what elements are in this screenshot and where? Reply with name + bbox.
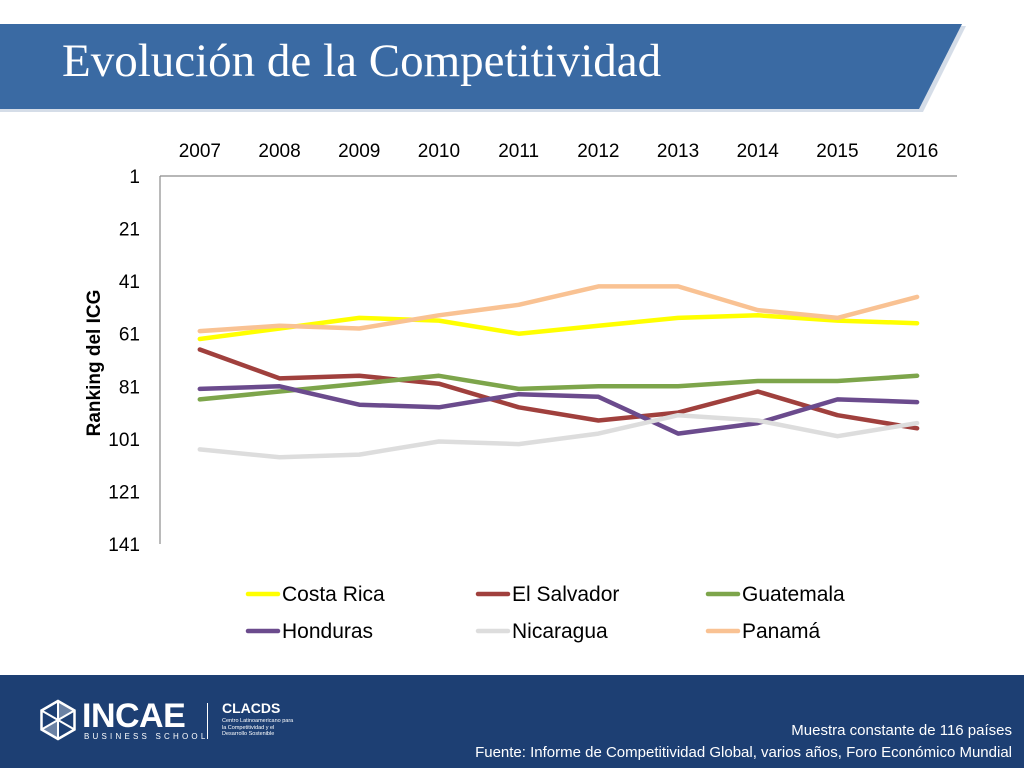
series-line-costa-rica xyxy=(197,313,920,342)
x-tick-label: 2009 xyxy=(338,141,380,162)
legend-label: Nicaragua xyxy=(512,620,608,643)
y-tick-label: 141 xyxy=(108,535,140,556)
logo-divider xyxy=(207,703,208,739)
clacds-logo-text: CLACDS xyxy=(222,700,281,716)
x-tick-label: 2011 xyxy=(498,141,539,162)
legend-label: Guatemala xyxy=(742,583,845,606)
legend-item-nicaragua: Nicaragua xyxy=(475,620,608,643)
x-tick-label: 2010 xyxy=(418,141,460,162)
legend-label: Panamá xyxy=(742,620,821,643)
y-axis-title: Ranking del ICG xyxy=(84,290,105,437)
incae-logo-text: INCAE xyxy=(82,697,186,735)
legend-item-honduras: Honduras xyxy=(245,620,373,643)
y-tick-label: 41 xyxy=(119,272,140,293)
slide-title: Evolución de la Competitividad xyxy=(62,35,662,87)
incae-logo-subtitle: BUSINESS SCHOOL xyxy=(84,732,209,741)
legend-label: Costa Rica xyxy=(282,583,385,606)
x-axis-ticks: 2007 2008 2009 2010 2011 2012 2013 2014 2015 2016 xyxy=(179,141,939,162)
source-note: Fuente: Informe de Competitividad Global… xyxy=(475,744,1012,761)
x-tick-label: 2008 xyxy=(258,141,300,162)
chart-axes xyxy=(159,175,957,544)
x-tick-label: 2015 xyxy=(816,141,858,162)
legend-item-el-salvador: El Salvador xyxy=(475,583,619,606)
footer: INCAE BUSINESS SCHOOL CLACDS Centro Lati… xyxy=(0,675,1024,768)
chart-series xyxy=(197,284,920,460)
series-line-honduras xyxy=(197,384,920,436)
y-tick-label: 101 xyxy=(108,430,140,451)
line-chart: 2007 2008 2009 2010 2011 2012 2013 2014 2015 2016… xyxy=(84,141,957,643)
legend-label: El Salvador xyxy=(512,583,619,606)
x-tick-label: 2012 xyxy=(577,141,619,162)
legend-label: Honduras xyxy=(282,620,373,643)
incae-logo-icon xyxy=(40,699,76,741)
x-tick-label: 2014 xyxy=(737,141,780,162)
y-tick-label: 61 xyxy=(119,325,140,346)
y-tick-label: 1 xyxy=(129,167,140,188)
series-line-el-salvador xyxy=(197,347,920,431)
series-line-panama xyxy=(197,284,920,334)
x-tick-label: 2013 xyxy=(657,141,699,162)
footer-background xyxy=(0,675,1024,768)
legend-item-costa-rica: Costa Rica xyxy=(245,583,385,606)
legend-item-guatemala: Guatemala xyxy=(705,583,845,606)
y-tick-label: 81 xyxy=(119,377,140,398)
series-line-guatemala xyxy=(197,373,920,402)
x-tick-label: 2016 xyxy=(896,141,938,162)
sample-note: Muestra constante de 116 países xyxy=(791,722,1012,739)
series-line-nicaragua xyxy=(197,412,920,460)
title-banner-shape xyxy=(0,24,962,109)
clacds-logo-subtitle: Centro Latinoamericano para la Competiti… xyxy=(222,718,294,738)
chart-legend: Costa Rica El Salvador Guatemala Honduras Ni… xyxy=(245,583,845,643)
y-tick-label: 21 xyxy=(119,220,140,241)
title-banner xyxy=(0,24,966,112)
legend-item-panama: Panamá xyxy=(705,620,821,643)
x-tick-label: 2007 xyxy=(179,141,221,162)
y-tick-label: 121 xyxy=(108,482,140,503)
